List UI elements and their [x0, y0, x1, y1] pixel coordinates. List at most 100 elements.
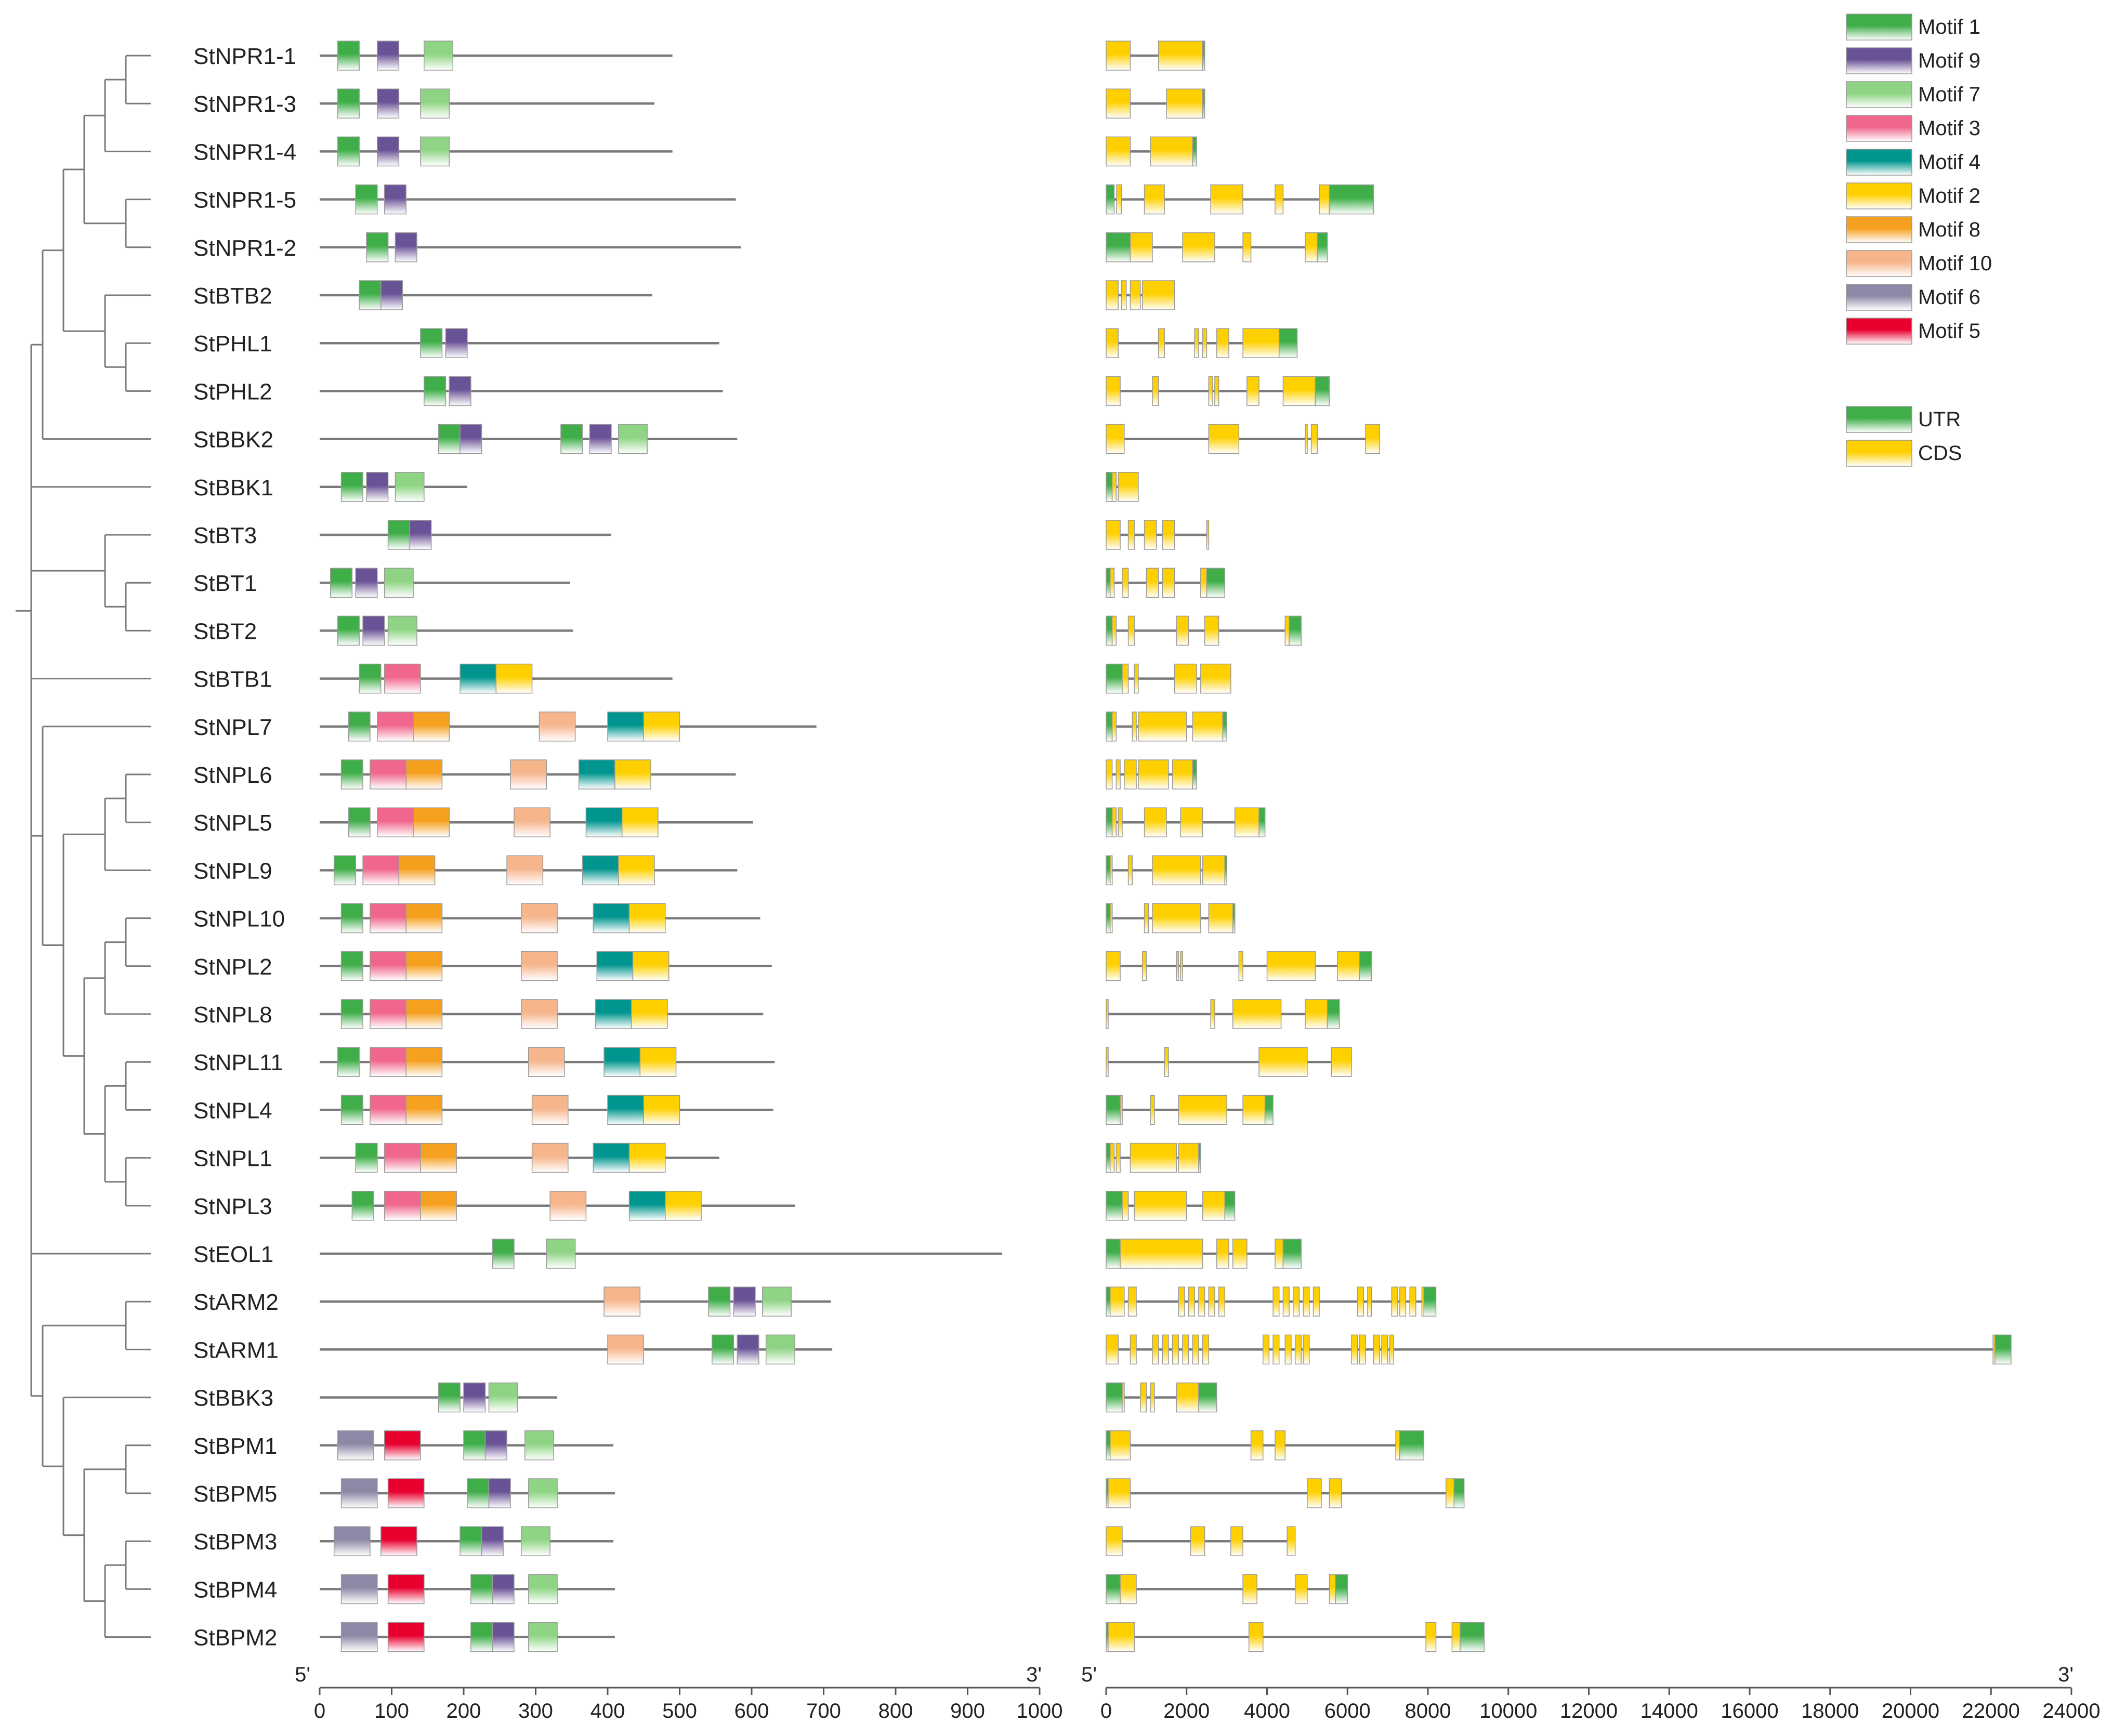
cds-segment [1234, 807, 1259, 837]
utr-segment [1206, 568, 1226, 598]
motif-box-motif-1 [712, 1334, 734, 1365]
motif-row-stnpl6 [320, 759, 736, 790]
structure-row-stbtb2 [1106, 280, 1175, 310]
axis-tick-label: 0 [1100, 1700, 1112, 1722]
motif-box-motif-8 [405, 999, 443, 1029]
legend-item-motif-9: Motif 9 [1846, 47, 1980, 74]
cds-segment [1425, 1622, 1437, 1652]
structure-row-stnpr1-5 [1106, 184, 1374, 215]
legend-item-motif-3: Motif 3 [1846, 115, 1980, 142]
motif-row-stnpr1-3 [320, 88, 655, 119]
motif-box-motif-1 [438, 1382, 461, 1413]
utr-segment [1460, 1622, 1485, 1652]
motif-box-motif-7 [420, 88, 450, 119]
gene-label: StNPL3 [193, 1194, 272, 1219]
utr-segment [1224, 855, 1228, 886]
structure-row-stnpl11 [1106, 1047, 1352, 1077]
motif-box-motif-7 [546, 1239, 576, 1269]
gene-label: StPHL1 [193, 331, 272, 357]
cds-segment [1122, 1382, 1125, 1413]
structure-row-stbpm2 [1106, 1622, 1485, 1652]
motif-box-motif-10 [521, 903, 558, 933]
motif-row-stnpl8 [320, 999, 764, 1029]
motif-box-motif-4 [578, 759, 615, 790]
legend-label: CDS [1918, 442, 1962, 465]
gene-label: StNPL9 [193, 858, 272, 884]
motif-box-motif-9 [488, 1478, 511, 1508]
cds-segment [1121, 280, 1127, 310]
utr-segment [1335, 1574, 1348, 1605]
legend-swatch [1846, 284, 1912, 311]
structure-row-starm1 [1106, 1334, 2012, 1365]
legend-label: Motif 7 [1918, 83, 1980, 106]
gene-axis: 0 2000 4000 6000 8000 10000 12000 14000 16000 180… [1081, 1663, 2101, 1722]
motif-box-motif-7 [528, 1622, 558, 1652]
utr-segment [1106, 472, 1113, 502]
cds-segment [1152, 1334, 1159, 1365]
legend-label: UTR [1918, 408, 1961, 431]
axis-tick-label: 2000 [1163, 1700, 1210, 1722]
cds-segment [1152, 855, 1201, 886]
axis-tick-label: 400 [590, 1700, 625, 1722]
utr-segment [1289, 615, 1302, 646]
motif-box-motif-1 [340, 472, 363, 502]
motif-box-motif-4 [582, 855, 619, 886]
motif-box-motif-9 [492, 1622, 515, 1652]
utr-segment [1278, 328, 1298, 358]
phylogenetic-tree [16, 55, 151, 1638]
structure-row-stphl1 [1106, 328, 1298, 358]
utr-segment [1106, 1095, 1121, 1125]
structure-row-stphl2 [1106, 376, 1330, 406]
structure-row-stnpl2 [1106, 951, 1372, 981]
cds-segment [1109, 1430, 1131, 1461]
motif-box-motif-10 [521, 951, 558, 981]
motif-box-motif-1 [337, 1047, 360, 1077]
utr-segment [1423, 1286, 1437, 1317]
legend-swatch [1846, 250, 1912, 277]
motif-box-motif-7 [384, 568, 414, 598]
motif-box-motif-3 [384, 1191, 421, 1221]
utr-segment [1106, 663, 1123, 694]
cds-segment [1248, 1622, 1264, 1652]
cds-segment [1373, 1334, 1380, 1365]
structure-row-stbpm5 [1106, 1478, 1465, 1508]
motif-row-stbbk1 [320, 472, 467, 502]
cds-segment [1275, 1239, 1284, 1269]
motif-box-motif-1 [470, 1622, 493, 1652]
motif-box-motif-1 [438, 424, 461, 454]
motif-row-stnpl9 [320, 855, 738, 886]
motif-box-motif-1 [348, 712, 371, 742]
axis-tick-label: 18000 [1801, 1700, 1859, 1722]
cds-segment [1178, 1286, 1185, 1317]
cds-segment [1200, 568, 1208, 598]
motif-row-stnpl11 [320, 1047, 775, 1077]
motif-box-motif-1 [337, 136, 360, 167]
gene-label: StNPL10 [193, 906, 285, 932]
motif-box-motif-1 [470, 1574, 493, 1605]
cds-segment [1106, 328, 1119, 358]
structure-row-stnpr1-2 [1106, 232, 1328, 262]
motif-box-motif-7 [521, 1526, 550, 1556]
motif-row-stnpr1-4 [320, 136, 673, 167]
gene-label: StBT1 [193, 571, 257, 596]
cds-segment [1214, 376, 1219, 406]
motif-box-motif-1 [355, 184, 378, 215]
cds-segment [1106, 1047, 1109, 1077]
axis-end-label: 3' [2058, 1663, 2073, 1686]
cds-segment [1210, 184, 1243, 215]
cds-segment [1130, 1142, 1177, 1173]
cds-segment [1266, 951, 1316, 981]
motif-row-starm1 [320, 1334, 833, 1365]
motif-box-motif-6 [340, 1478, 378, 1508]
axis-tick-label: 900 [950, 1700, 985, 1722]
structure-row-stbt3 [1106, 520, 1210, 550]
motif-row-stbpm3 [320, 1526, 614, 1556]
motif-row-stphl2 [320, 376, 723, 406]
cds-segment [1138, 712, 1187, 742]
cds-segment [1127, 1286, 1137, 1317]
cds-segment [1106, 951, 1121, 981]
motif-box-motif-1 [359, 280, 382, 310]
cds-segment [1282, 376, 1316, 406]
motif-row-steol1 [320, 1239, 1002, 1269]
